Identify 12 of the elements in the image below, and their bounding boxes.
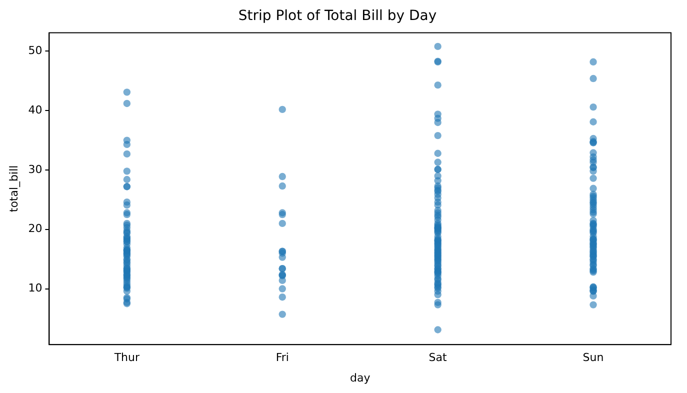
x-tick-label: Thur (113, 351, 140, 364)
x-tick-label: Sun (582, 351, 604, 364)
x-axis-title: day (350, 371, 371, 384)
y-axis-title: total_bill (7, 165, 20, 212)
y-tick-label: 50 (28, 44, 42, 58)
x-tick-label: Fri (276, 351, 289, 364)
chart-title: Strip Plot of Total Bill by Day (238, 8, 437, 24)
y-tick-label: 10 (28, 282, 42, 295)
y-tick-label: 20 (28, 222, 42, 236)
y-tick-label: 40 (28, 103, 42, 116)
x-tick-label: Sat (428, 351, 448, 364)
y-tick-label: 30 (28, 162, 42, 176)
